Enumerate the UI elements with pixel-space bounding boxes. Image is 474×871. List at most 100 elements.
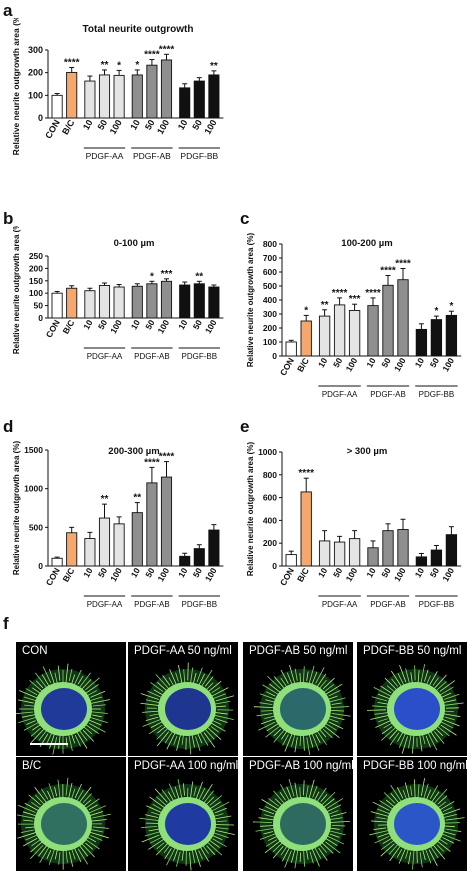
significance-label: **** [144,50,160,61]
bar [85,291,95,318]
y-tick-label: 200 [28,68,43,78]
group-label: PDGF-AB [370,390,406,399]
ganglion-core [41,688,87,730]
significance-label: ** [133,493,141,504]
x-tick-label: 100 [203,566,219,584]
y-tick-label: 400 [263,295,277,305]
y-tick-label: 700 [263,253,277,263]
chart-title: 200-300 µm [108,446,159,457]
group-label: PDGF-AA [86,151,124,161]
x-tick-label: 50 [331,566,345,579]
group-label: PDGF-BB [182,600,218,609]
x-tick-label: 50 [143,318,157,331]
group-label: PDGF-AA [322,600,358,609]
bar [368,548,378,566]
chart-title: 100-200 µm [341,238,392,249]
bar [132,286,142,318]
x-tick-label: 10 [129,566,143,579]
significance-label: *** [161,269,173,280]
x-tick-label: 100 [155,118,171,136]
x-tick-label: 50 [190,118,204,132]
micrograph-label: CON [22,645,48,657]
y-axis-label: Relative neurite outgrowth area (%) [12,441,21,576]
chart-0-100um: 0-100 µm Relative neurite outgrowth area … [0,226,237,394]
bar [147,483,157,566]
x-tick-label: CON [278,356,296,377]
significance-label: **** [159,44,175,55]
x-tick-label: 10 [176,566,190,579]
group-label: PDGF-BB [419,390,455,399]
x-tick-label: 50 [96,566,110,579]
y-tick-label: 250 [29,251,43,261]
group-label: PDGF-AA [87,600,123,609]
micrograph-label: PDGF-AA 100 ng/ml [134,760,238,772]
neurite-fiber [300,736,301,746]
significance-label: **** [332,288,348,299]
bar [319,316,329,356]
y-tick-label: 0 [38,561,43,571]
x-tick-label: 10 [364,356,378,369]
bar [319,541,329,566]
y-tick-label: 200 [29,263,43,273]
bar [99,286,109,318]
bar [85,539,95,566]
y-tick-label: 600 [263,493,277,503]
y-tick-label: 0 [272,561,277,571]
y-tick-label: 100 [263,337,277,347]
bar [301,321,311,356]
x-tick-label: 10 [81,118,95,132]
bar [161,60,171,118]
micrograph-tile: PDGF-AA 100 ng/ml [128,757,238,871]
micrograph-image [357,642,467,756]
neurite-fiber [367,710,386,711]
micrograph-tile: B/C [16,757,126,871]
significance-label: **** [380,266,396,277]
y-tick-label: 150 [29,276,43,286]
bar [431,320,441,356]
x-tick-label: 50 [143,118,157,132]
micrograph-image [16,642,126,756]
bar [180,285,190,318]
micrograph-image [16,757,126,871]
chart-title: 0-100 µm [114,238,155,249]
bar [209,287,219,318]
y-tick-label: 1000 [24,484,43,494]
x-tick-label: 100 [203,318,219,336]
x-tick-label: 50 [191,566,205,579]
x-tick-label: 10 [128,118,142,132]
significance-label: * [135,60,139,71]
significance-label: *** [349,294,361,305]
significance-label: ** [195,271,203,282]
y-tick-label: 50 [34,301,44,311]
group-label: PDGF-AB [370,600,406,609]
x-tick-label: B/C [295,566,311,584]
bar [161,477,171,566]
y-tick-label: 600 [263,267,277,277]
chart-200-300um: 200-300 µm Relative neurite outgrowth are… [0,434,237,614]
significance-label: **** [64,57,80,68]
y-tick-label: 1500 [24,445,43,455]
x-tick-label: 50 [379,356,393,369]
significance-label: ** [210,61,218,72]
bar [286,555,296,566]
significance-label: * [449,301,453,312]
x-tick-label: 100 [344,356,360,374]
x-tick-label: 50 [143,566,157,579]
bar [383,531,393,566]
x-tick-label: 100 [155,318,171,336]
micrograph-label: PDGF-BB 50 ng/ml [363,645,461,657]
bar [180,556,190,566]
bar [114,75,124,118]
x-tick-label: 50 [96,318,110,331]
micrograph-label: PDGF-AB 100 ng/ml [249,760,353,772]
group-label: PDGF-BB [419,600,455,609]
ganglion-core [41,803,87,845]
y-tick-label: 100 [29,288,43,298]
y-tick-label: 200 [263,538,277,548]
x-tick-label: 10 [316,566,330,579]
group-label: PDGF-BB [182,352,218,361]
y-tick-label: 100 [28,90,43,100]
y-axis-label: Relative neurite outgrowth area (%) [12,226,21,354]
micrograph-tile: PDGF-AB 50 ng/ml [243,642,353,756]
x-tick-label: 10 [81,318,95,331]
